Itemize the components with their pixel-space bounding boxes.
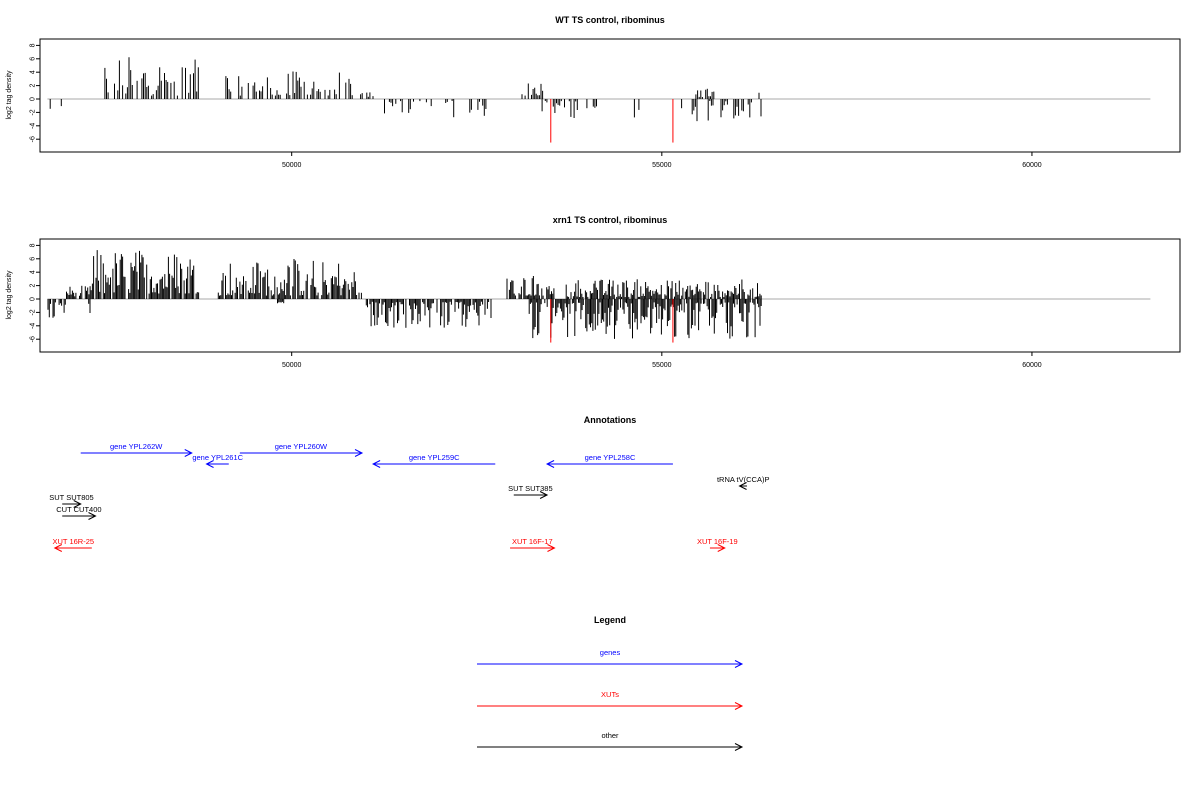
- annotation-features: gene YPL262W gene YPL261C gene YPL260W gene…: [49, 442, 769, 552]
- annotation-arrow: [709, 544, 726, 552]
- legend-panel: Legend genes XUTs other: [477, 615, 744, 751]
- y-tick-label: -6: [30, 136, 37, 142]
- legend-arrow: [477, 702, 744, 710]
- y-tick-label: 6: [30, 257, 37, 261]
- wt-track-bars: [47, 57, 1151, 143]
- xrn1-track-panel: xrn1 TS control, ribominus log2 tag dens…: [6, 215, 1181, 369]
- xrn1-track-x-axis: 50000 55000 60000: [282, 352, 1042, 369]
- legend-arrow: [477, 660, 744, 668]
- xrn1-track-title: xrn1 TS control, ribominus: [553, 215, 668, 225]
- annotation-label: XUT 16F-19: [697, 537, 738, 546]
- x-tick-label: 60000: [1022, 362, 1042, 369]
- wt-track-y-axis: -6 -4 -2 0 2 4 6 8: [30, 43, 40, 142]
- wt-track-frame: [39, 38, 1181, 153]
- x-tick-label: 55000: [652, 362, 672, 369]
- y-tick-label: -2: [30, 109, 37, 115]
- y-tick-label: 4: [30, 270, 37, 274]
- annotation-arrow: [510, 544, 556, 552]
- annotation-arrow: [62, 512, 97, 520]
- xrn1-track-bars: [47, 250, 1151, 343]
- legend-items: genes XUTs other: [477, 648, 744, 751]
- annotation-arrow: [53, 544, 92, 552]
- annotation-label: gene YPL262W: [110, 442, 163, 451]
- x-tick-label: 50000: [282, 362, 302, 369]
- annotation-arrow: [513, 491, 549, 499]
- annotation-label: gene YPL261C: [192, 453, 243, 462]
- wt-track-panel: WT TS control, ribominus log2 tag densit…: [6, 15, 1181, 169]
- y-tick-label: 2: [30, 84, 37, 88]
- legend-label: other: [601, 731, 619, 740]
- annotation-label: gene YPL259C: [409, 453, 460, 462]
- annotation-arrow: [62, 500, 82, 508]
- y-tick-label: 0: [30, 97, 37, 101]
- x-tick-label: 60000: [1022, 162, 1042, 169]
- annotation-arrow: [239, 449, 364, 457]
- annotation-arrow: [205, 460, 229, 468]
- wt-track-ylabel: log2 tag density: [6, 70, 13, 120]
- y-tick-label: -4: [30, 323, 37, 329]
- wt-track-x-axis: 50000 55000 60000: [282, 152, 1042, 169]
- annotation-arrow: [545, 460, 673, 468]
- annotation-label: XUT 16R-25: [53, 537, 95, 546]
- legend-title: Legend: [594, 615, 626, 625]
- y-tick-label: 0: [30, 297, 37, 301]
- annotation-label: SUT SUT385: [508, 484, 552, 493]
- annotation-label: tRNA tV(CCA)P: [717, 475, 770, 484]
- annotation-arrow: [371, 460, 496, 468]
- legend-label: genes: [600, 648, 621, 657]
- legend-label: XUTs: [601, 690, 619, 699]
- annotations-title: Annotations: [584, 415, 637, 425]
- annotation-label: gene YPL258C: [585, 453, 636, 462]
- y-tick-label: -4: [30, 123, 37, 129]
- annotation-label: gene YPL260W: [275, 442, 328, 451]
- y-tick-label: 2: [30, 284, 37, 288]
- x-tick-label: 50000: [282, 162, 302, 169]
- y-tick-label: -2: [30, 309, 37, 315]
- annotation-label: XUT 16F-17: [512, 537, 553, 546]
- y-tick-label: 8: [30, 243, 37, 247]
- xrn1-track-frame: [39, 238, 1181, 353]
- y-tick-label: 4: [30, 70, 37, 74]
- y-tick-label: 6: [30, 57, 37, 61]
- legend-arrow: [477, 743, 744, 751]
- wt-track-title: WT TS control, ribominus: [555, 15, 665, 25]
- y-tick-label: 8: [30, 43, 37, 47]
- annotation-arrow: [80, 449, 193, 457]
- xrn1-track-y-axis: -6 -4 -2 0 2 4 6 8: [30, 243, 40, 342]
- annotation-arrow: [738, 482, 747, 490]
- x-tick-label: 55000: [652, 162, 672, 169]
- annotation-label: CUT CUT400: [56, 505, 101, 514]
- y-tick-label: -6: [30, 336, 37, 342]
- xrn1-track-ylabel: log2 tag density: [6, 270, 13, 320]
- annotation-label: SUT SUT805: [49, 493, 93, 502]
